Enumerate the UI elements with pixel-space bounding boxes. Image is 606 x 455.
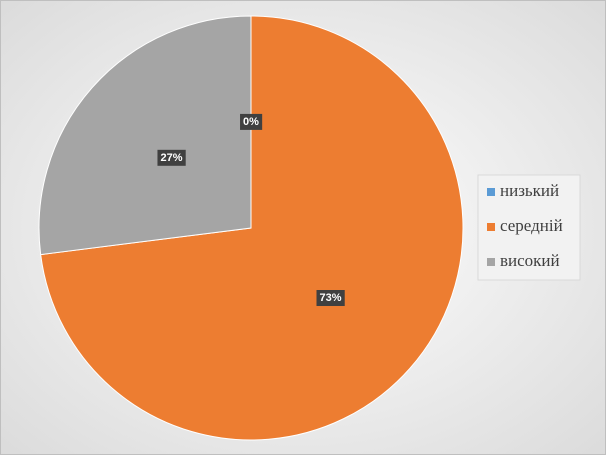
data-label: 0% [243,116,259,128]
data-label: 73% [319,292,341,304]
legend-label: низький [500,181,559,200]
legend-label: середній [500,216,563,235]
data-label: 27% [160,152,182,164]
data-label-box [316,290,345,307]
data-label-box [240,113,263,130]
legend-swatch [487,258,495,266]
legend-swatch [487,188,495,196]
legend-swatch [487,223,495,231]
legend-label: високий [500,251,560,270]
data-label-box [157,149,186,166]
pie-slice [40,15,464,441]
pie-slice [38,15,252,256]
